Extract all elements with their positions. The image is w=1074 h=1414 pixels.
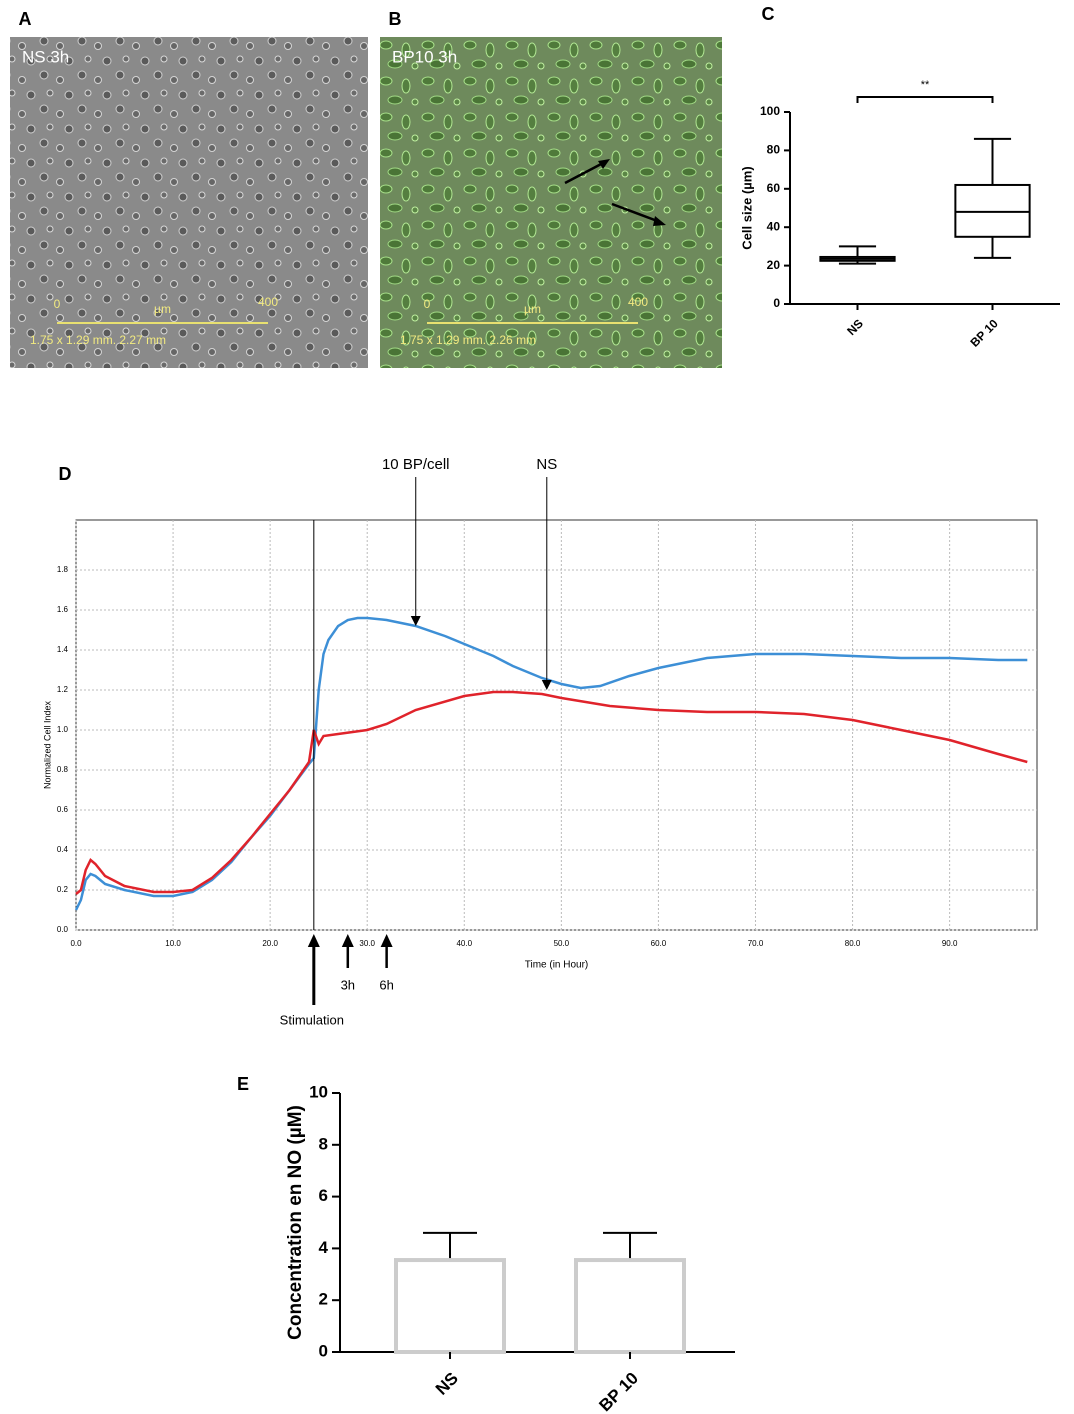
arrow <box>611 202 661 224</box>
y-tick-label: 4 <box>319 1238 329 1257</box>
y-tick-label: 0.8 <box>57 765 69 774</box>
arrow <box>564 160 606 185</box>
image-dimensions: 1.75 x 1.29 mm. 2.26 mm <box>400 333 536 347</box>
event-arrowhead <box>380 934 393 947</box>
significance-bracket <box>856 96 994 103</box>
x-tick-label: 0.0 <box>70 939 82 948</box>
annotation-arrowhead <box>410 616 421 626</box>
y-tick-label: 1.8 <box>57 565 69 574</box>
x-tick-label: 10.0 <box>165 939 181 948</box>
y-tick-label: 80 <box>767 143 781 157</box>
x-tick-label: NS <box>844 316 866 338</box>
y-tick-label: 0.0 <box>57 925 69 934</box>
x-tick-label: 70.0 <box>748 939 764 948</box>
significance: ** <box>921 79 930 91</box>
y-tick-label: 8 <box>319 1134 328 1153</box>
arrowhead <box>598 159 610 169</box>
y-tick-label: 0.2 <box>57 885 69 894</box>
x-tick-label: 90.0 <box>942 939 958 948</box>
x-tick-label: BP 10 <box>968 316 1002 350</box>
panel-label: E <box>237 1074 249 1094</box>
y-tick-label: 2 <box>319 1290 328 1309</box>
y-tick-label: 0.4 <box>57 845 69 854</box>
image-caption: NS 3h <box>22 47 69 66</box>
panel-label: A <box>19 9 32 29</box>
y-tick-label: 1.2 <box>57 685 69 694</box>
event-label: 3h <box>341 977 355 992</box>
image-caption: BP10 3h <box>392 47 457 66</box>
panel-label: D <box>59 464 72 484</box>
panel-label: B <box>389 9 402 29</box>
y-tick-label: 0.6 <box>57 805 69 814</box>
series-line <box>74 616 1028 911</box>
bar <box>574 1258 686 1355</box>
bar <box>394 1258 506 1355</box>
y-axis-label: Cell size (µm) <box>739 166 754 249</box>
arrowhead <box>653 216 666 226</box>
y-tick-label: 20 <box>767 258 781 272</box>
annotation: 10 BP/cell <box>382 456 450 473</box>
scale-start: 0 <box>54 297 61 311</box>
panel-label: C <box>762 4 775 24</box>
y-axis-label: Concentration en NO (µM) <box>285 1105 306 1340</box>
x-axis-label: Time (in Hour) <box>525 960 589 971</box>
micrograph-a <box>10 37 368 368</box>
x-tick-label: BP 10 <box>595 1369 642 1414</box>
y-tick-label: 60 <box>767 181 781 195</box>
y-tick-label: 0 <box>773 296 780 310</box>
event-label: Stimulation <box>280 1012 344 1027</box>
x-tick-label: 30.0 <box>359 939 375 948</box>
y-tick-label: 1.4 <box>57 645 69 654</box>
x-tick-label: 60.0 <box>651 939 667 948</box>
event-arrowhead <box>341 934 354 947</box>
x-tick-label: 40.0 <box>456 939 472 948</box>
scale-end: 400 <box>628 295 648 309</box>
annotation-arrowhead <box>541 680 552 690</box>
micrograph-b <box>380 37 722 368</box>
x-tick-label: 50.0 <box>554 939 570 948</box>
event-label: 6h <box>379 977 393 992</box>
x-tick-label: NS <box>432 1369 462 1399</box>
y-tick-label: 10 <box>309 1082 328 1101</box>
plot-frame <box>75 519 1038 931</box>
scale-end: 400 <box>258 295 278 309</box>
scale-unit: µm <box>154 302 171 316</box>
annotation: NS <box>536 456 557 473</box>
y-tick-label: 1.6 <box>57 605 69 614</box>
y-axis-label: Normalized Cell Index <box>42 700 52 789</box>
scale-unit: µm <box>524 302 541 316</box>
y-tick-label: 100 <box>760 104 780 118</box>
x-tick-label: 80.0 <box>845 939 861 948</box>
image-dimensions: 1.75 x 1.29 mm. 2.27 mm <box>30 333 166 347</box>
y-tick-label: 6 <box>319 1186 328 1205</box>
series-line <box>75 690 1028 895</box>
y-tick-label: 0 <box>319 1341 328 1360</box>
event-arrowhead <box>307 934 320 947</box>
y-tick-label: 1.0 <box>57 725 69 734</box>
y-tick-label: 40 <box>767 219 781 233</box>
scale-start: 0 <box>424 297 431 311</box>
x-tick-label: 20.0 <box>262 939 278 948</box>
